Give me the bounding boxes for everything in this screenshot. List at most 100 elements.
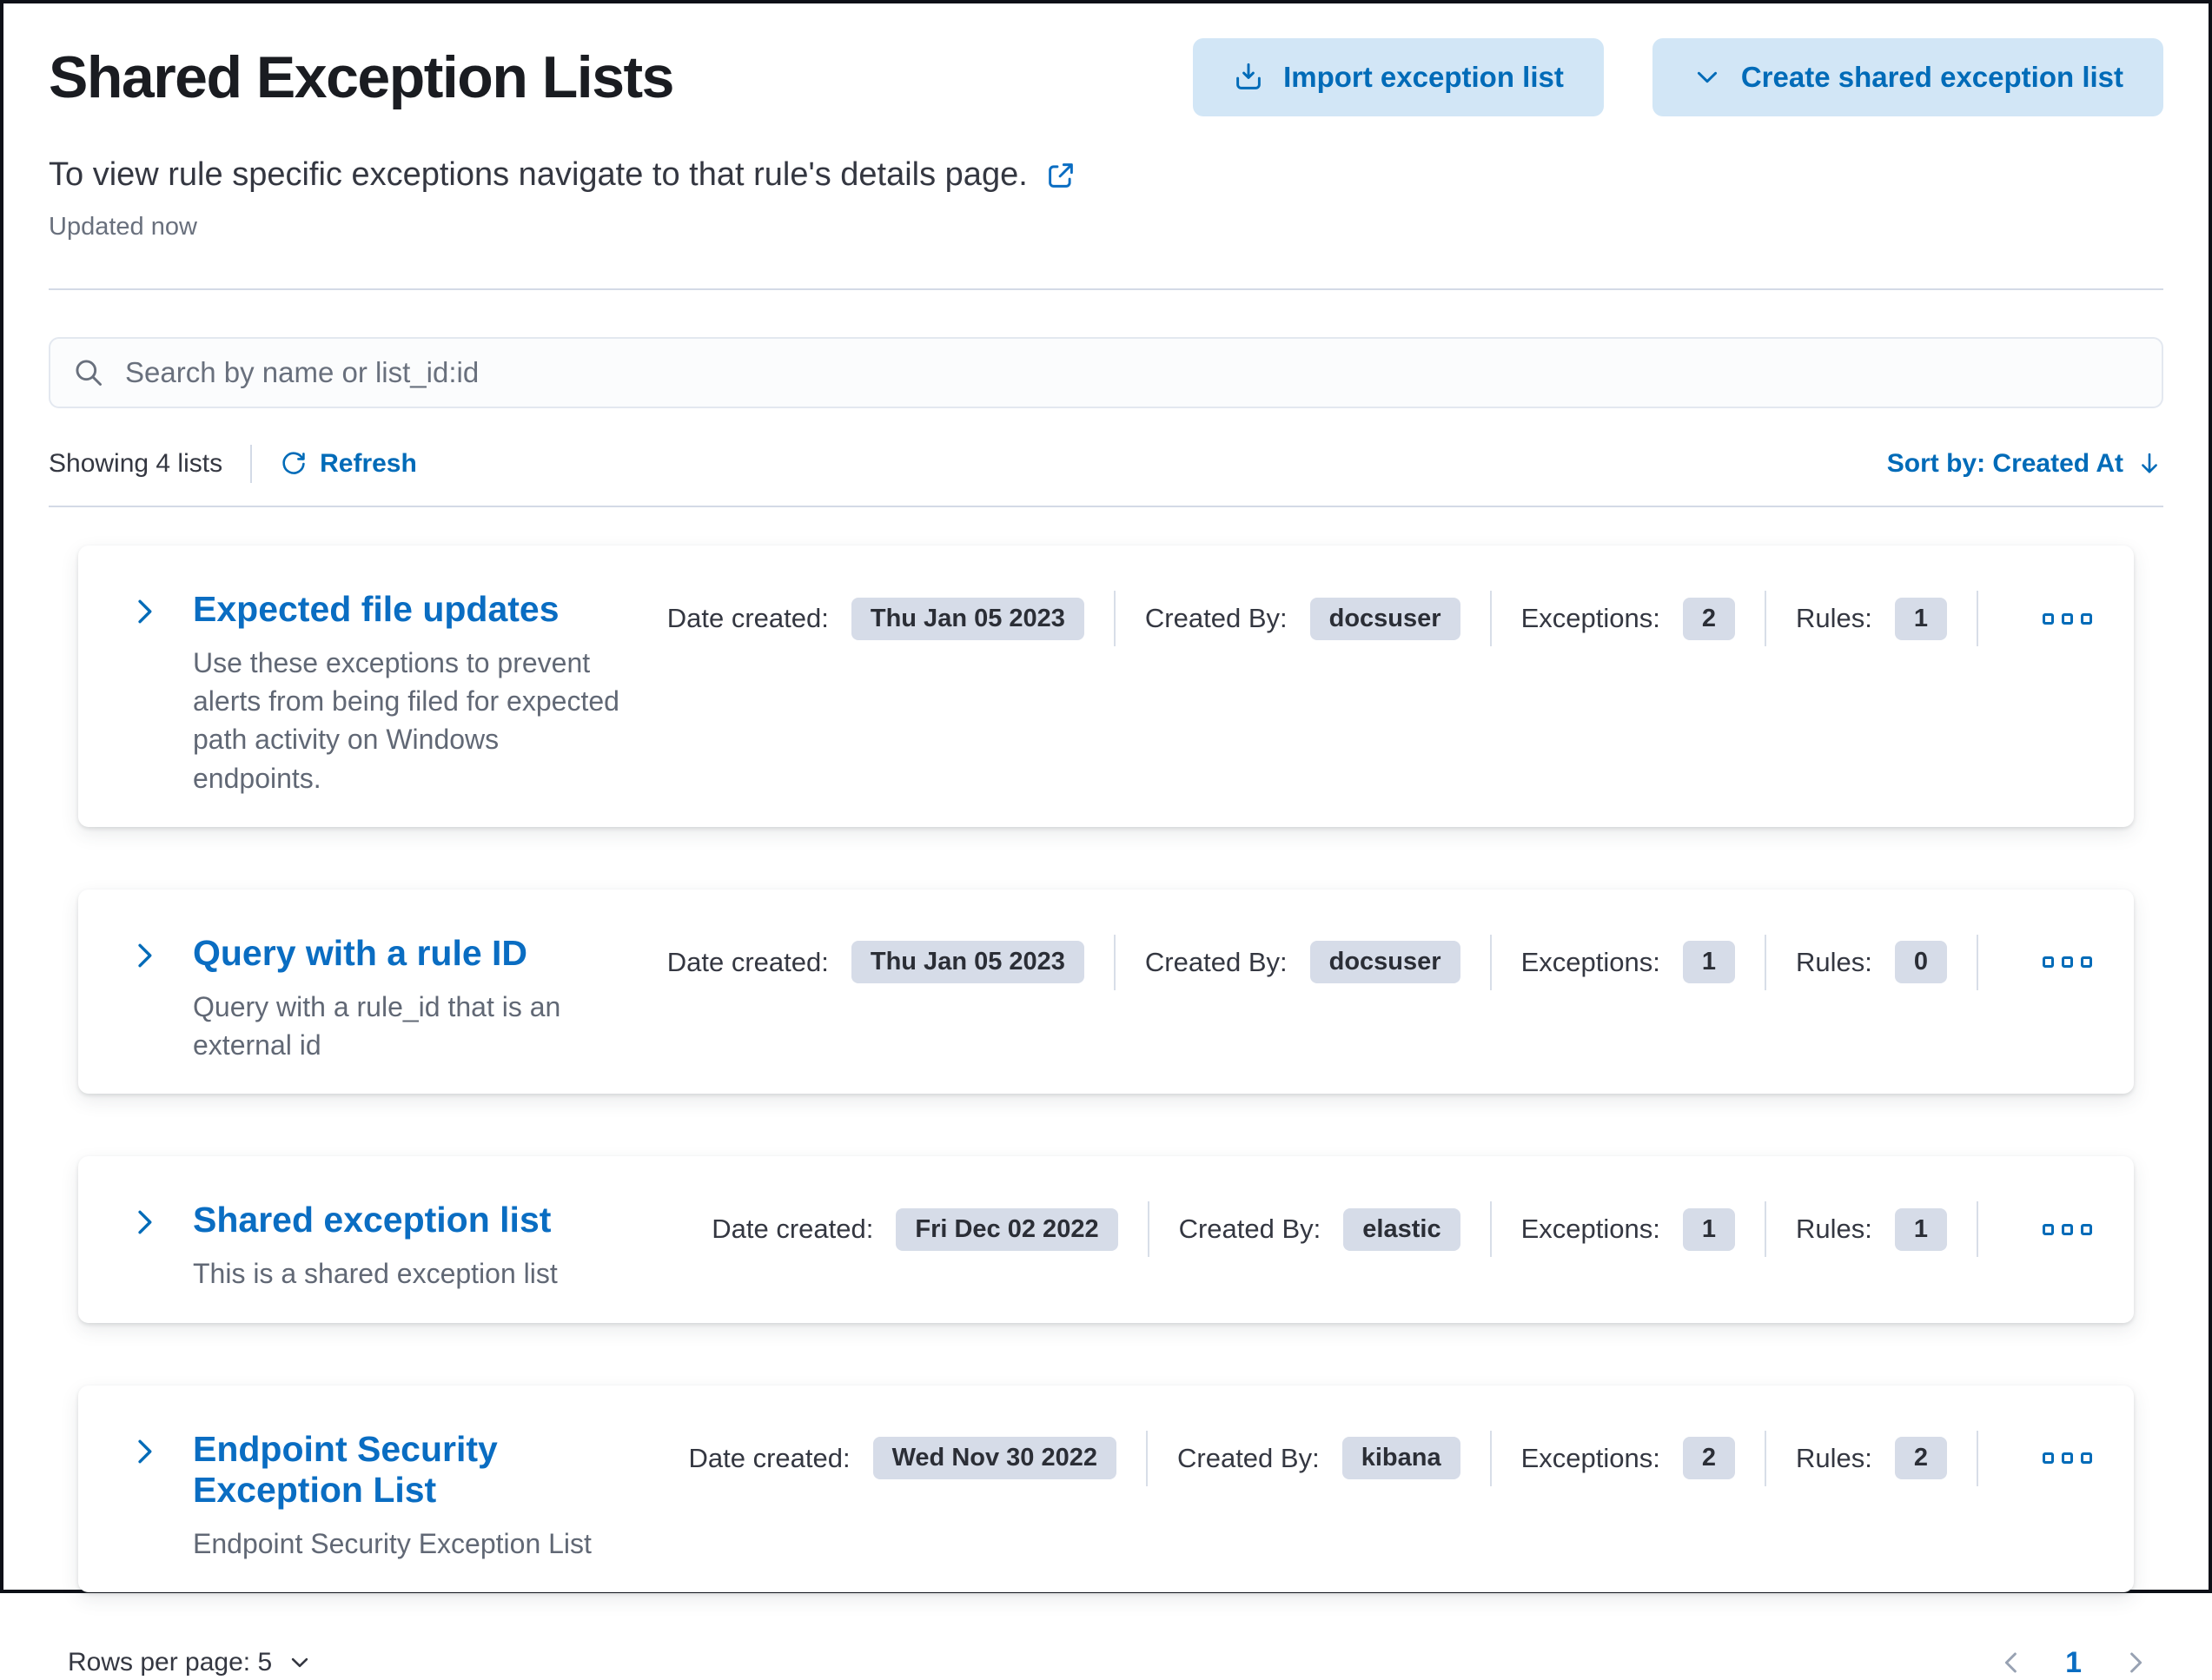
header-divider xyxy=(49,288,2163,290)
exceptions-count-badge: 2 xyxy=(1682,597,1735,640)
exceptions-label: Exceptions: xyxy=(1520,1442,1660,1473)
rules-count-badge: 1 xyxy=(1894,1207,1947,1251)
rows-per-page-button[interactable]: Rows per page: 5 xyxy=(63,1647,317,1678)
exception-list-title-link[interactable]: Expected file updates xyxy=(193,589,560,629)
overflow-menu-button[interactable] xyxy=(2039,1444,2096,1472)
create-shared-exception-list-button[interactable]: Create shared exception list xyxy=(1652,38,2163,116)
sort-by-button[interactable]: Sort by: Created At xyxy=(1887,449,2163,479)
create-button-label: Create shared exception list xyxy=(1740,61,2123,93)
card-meta: Date created: Fri Dec 02 2022 Created By… xyxy=(712,1201,2096,1258)
previous-page-button[interactable] xyxy=(1997,1649,2025,1677)
chevron-down-icon xyxy=(288,1650,312,1675)
meta-divider xyxy=(1764,934,1766,990)
search-input[interactable] xyxy=(123,355,2139,390)
meta-divider xyxy=(1113,591,1116,646)
card-main: Expected file updates Use these exceptio… xyxy=(160,589,667,797)
card-meta: Date created: Thu Jan 05 2023 Created By… xyxy=(667,591,2096,646)
exceptions-count-badge: 1 xyxy=(1682,941,1735,984)
rules-count-badge: 0 xyxy=(1894,941,1947,984)
import-button-label: Import exception list xyxy=(1283,61,1564,93)
exception-list-card: Shared exception list This is a shared e… xyxy=(78,1156,2134,1323)
meta-divider xyxy=(1489,1430,1492,1486)
header-actions: Import exception list Create shared exce… xyxy=(1193,38,2163,116)
search-icon xyxy=(73,357,104,388)
boxes-horizontal-icon xyxy=(2043,612,2054,625)
list-toolbar: Showing 4 lists Refresh Sort by: Created… xyxy=(49,445,2163,483)
refresh-icon xyxy=(280,450,308,478)
meta-divider xyxy=(1764,591,1766,646)
exception-list-description: Endpoint Security Exception List xyxy=(193,1527,592,1559)
exception-list-title-link[interactable]: Query with a rule ID xyxy=(193,932,528,973)
card-main: Shared exception list This is a shared e… xyxy=(160,1200,712,1293)
import-exception-list-button[interactable]: Import exception list xyxy=(1193,38,1604,116)
expand-chevron-right-icon[interactable] xyxy=(129,1207,160,1238)
exception-list-title-link[interactable]: Shared exception list xyxy=(193,1200,552,1240)
meta-divider xyxy=(1489,1201,1492,1258)
overflow-menu-button[interactable] xyxy=(2039,605,2096,633)
toolbar-divider xyxy=(250,445,253,483)
boxes-horizontal-icon xyxy=(2062,612,2073,625)
date-created-label: Date created: xyxy=(712,1214,874,1245)
date-created-label: Date created: xyxy=(688,1442,851,1473)
exceptions-label: Exceptions: xyxy=(1520,1214,1660,1245)
card-main: Endpoint Security Exception List Endpoin… xyxy=(160,1429,688,1563)
created-by-badge: kibana xyxy=(1341,1437,1460,1480)
page-subtitle-row: To view rule specific exceptions navigat… xyxy=(49,156,2163,194)
updated-status: Updated now xyxy=(49,213,197,241)
boxes-horizontal-icon xyxy=(2062,956,2073,969)
sort-label: Sort by: Created At xyxy=(1886,449,2123,478)
exception-list-title-link[interactable]: Endpoint Security Exception List xyxy=(193,1428,498,1510)
rows-per-page-label: Rows per page: 5 xyxy=(68,1648,273,1677)
card-meta: Date created: Wed Nov 30 2022 Created By… xyxy=(688,1430,2096,1486)
card-meta: Date created: Thu Jan 05 2023 Created By… xyxy=(666,934,2096,990)
showing-count: Showing 4 lists xyxy=(49,449,223,478)
pagination-footer: Rows per page: 5 1 xyxy=(49,1646,2163,1680)
overflow-menu-button[interactable] xyxy=(2039,948,2096,976)
boxes-horizontal-icon xyxy=(2081,1452,2092,1465)
next-page-button[interactable] xyxy=(2122,1649,2149,1677)
boxes-horizontal-icon xyxy=(2043,1452,2054,1465)
meta-divider xyxy=(1113,934,1116,990)
created-by-label: Created By: xyxy=(1178,1214,1321,1245)
exceptions-label: Exceptions: xyxy=(1520,946,1660,977)
rules-count-badge: 1 xyxy=(1894,597,1947,640)
page-header: Shared Exception Lists Import exception … xyxy=(49,38,2163,116)
expand-chevron-right-icon[interactable] xyxy=(129,940,160,971)
created-by-label: Created By: xyxy=(1144,946,1288,977)
created-by-label: Created By: xyxy=(1144,603,1288,633)
exception-list-card: Endpoint Security Exception List Endpoin… xyxy=(78,1385,2134,1592)
exception-list-card: Query with a rule ID Query with a rule_i… xyxy=(78,889,2134,1095)
exception-lists: Expected file updates Use these exceptio… xyxy=(49,546,2163,1592)
date-created-label: Date created: xyxy=(666,946,829,977)
date-created-badge: Fri Dec 02 2022 xyxy=(896,1207,1118,1251)
external-link-icon[interactable] xyxy=(1045,160,1076,191)
meta-divider xyxy=(1146,1430,1148,1486)
exception-list-description: Query with a rule_id that is an external… xyxy=(193,990,561,1062)
toolbar-divider-bottom xyxy=(49,506,2163,507)
rules-label: Rules: xyxy=(1795,1442,1872,1473)
rules-count-badge: 2 xyxy=(1894,1437,1947,1480)
page-number-1[interactable]: 1 xyxy=(2065,1645,2082,1679)
expand-chevron-right-icon[interactable] xyxy=(129,1436,160,1467)
pagination: 1 xyxy=(1997,1646,2149,1680)
shared-exception-lists-page: Shared Exception Lists Import exception … xyxy=(3,3,2209,1680)
expand-chevron-right-icon[interactable] xyxy=(129,596,160,627)
date-created-badge: Thu Jan 05 2023 xyxy=(851,941,1084,984)
boxes-horizontal-icon xyxy=(2081,612,2092,625)
boxes-horizontal-icon xyxy=(2062,1452,2073,1465)
page-title: Shared Exception Lists xyxy=(49,43,674,110)
refresh-button[interactable]: Refresh xyxy=(280,449,417,479)
boxes-horizontal-icon xyxy=(2081,1223,2092,1235)
meta-divider xyxy=(1764,1201,1766,1258)
meta-divider xyxy=(1977,934,1978,990)
exception-list-card: Expected file updates Use these exceptio… xyxy=(78,546,2134,827)
rules-label: Rules: xyxy=(1795,603,1872,633)
exception-list-description: Use these exceptions to prevent alerts f… xyxy=(193,647,619,794)
exceptions-count-badge: 2 xyxy=(1682,1437,1735,1480)
page-subtitle: To view rule specific exceptions navigat… xyxy=(49,156,1028,193)
chevron-down-icon xyxy=(1692,63,1722,92)
card-main: Query with a rule ID Query with a rule_i… xyxy=(160,933,667,1064)
created-by-badge: docsuser xyxy=(1309,941,1460,984)
created-by-label: Created By: xyxy=(1177,1442,1320,1473)
overflow-menu-button[interactable] xyxy=(2039,1215,2096,1244)
